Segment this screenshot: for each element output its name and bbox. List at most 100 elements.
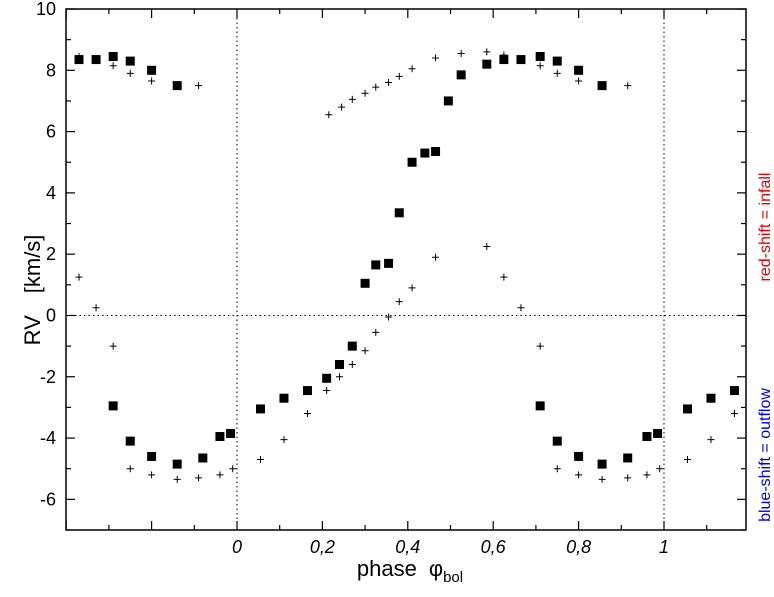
plus-data-point — [730, 410, 738, 418]
plus-data-point — [553, 465, 561, 473]
y-tick-label: 0 — [46, 305, 56, 325]
data-marks — [74, 48, 739, 483]
plus-data-point — [536, 342, 544, 350]
square-data-point — [535, 401, 545, 411]
plus-data-point — [348, 95, 356, 103]
square-data-point — [682, 404, 692, 414]
square-data-point — [371, 260, 381, 270]
plus-data-point — [195, 474, 203, 482]
plus-data-point — [500, 273, 508, 281]
square-data-point — [482, 59, 492, 69]
x-tick-label: 0,8 — [566, 537, 591, 557]
plus-data-point — [385, 79, 393, 87]
plus-data-point — [335, 373, 343, 381]
square-data-point — [552, 56, 562, 66]
plus-data-point — [280, 436, 288, 444]
square-data-point — [535, 52, 545, 62]
square-data-point — [334, 360, 344, 370]
plus-data-point — [361, 347, 369, 355]
plus-data-point — [598, 475, 606, 483]
plus-data-point — [126, 465, 134, 473]
square-data-point — [516, 55, 526, 65]
square-data-point — [125, 56, 135, 66]
plus-data-point — [75, 53, 83, 61]
plus-data-point — [536, 62, 544, 70]
plus-data-point — [75, 273, 83, 281]
x-axis-phi-symbol: φ — [429, 556, 443, 581]
y-tick-label: 10 — [36, 0, 56, 19]
plus-data-point — [575, 77, 583, 85]
y-tick-label: 8 — [46, 60, 56, 80]
plus-data-point — [372, 83, 380, 91]
plus-data-point — [348, 361, 356, 369]
plus-data-point — [683, 456, 691, 464]
plus-data-point — [303, 410, 311, 418]
x-tick-label: 0,6 — [481, 537, 507, 557]
plus-data-point — [256, 456, 264, 464]
y-tick-label: 2 — [46, 244, 56, 264]
plus-data-point — [575, 471, 583, 479]
square-data-point — [125, 436, 135, 446]
y-tick-label: -4 — [40, 428, 56, 448]
axis-ticks — [65, 8, 746, 531]
plot-frame — [65, 8, 747, 531]
x-tick-label: 0 — [232, 537, 242, 557]
square-data-point — [574, 451, 584, 461]
square-data-point — [255, 404, 265, 414]
square-data-point — [443, 96, 453, 106]
plus-data-point — [624, 82, 632, 90]
square-data-point — [729, 386, 739, 396]
square-data-point — [552, 436, 562, 446]
y-axis-title: RV [km/s] — [20, 235, 45, 346]
square-data-point — [172, 81, 182, 91]
x-axis-subscript: bol — [443, 569, 463, 586]
plus-data-point — [173, 475, 181, 483]
y-tick-label: 6 — [46, 122, 56, 142]
plus-data-point — [92, 56, 100, 64]
plus-data-point — [483, 48, 491, 56]
square-data-point — [108, 52, 118, 62]
x-tick-label: 0,4 — [395, 537, 420, 557]
plus-data-point — [395, 72, 403, 80]
square-data-point — [384, 258, 394, 268]
square-data-point — [108, 401, 118, 411]
y-tick-label: -2 — [40, 367, 56, 387]
square-data-point — [653, 428, 663, 438]
plus-data-point — [624, 474, 632, 482]
plus-data-point — [432, 253, 440, 261]
plus-data-point — [92, 304, 100, 312]
y-tick-label: -6 — [40, 489, 56, 509]
tick-labels: 10 8 6 4 2 0 -2 -4 -6 0 0,2 0,4 0,6 0,8 1 — [36, 0, 669, 557]
blue-shift-annotation: blue-shift = outflow — [757, 388, 774, 522]
plus-data-point — [656, 465, 664, 473]
square-data-point — [172, 459, 182, 469]
red-shift-annotation: red-shift = infall — [757, 173, 774, 282]
plus-data-point — [707, 436, 715, 444]
square-data-point — [360, 278, 370, 288]
square-data-point — [597, 459, 607, 469]
plus-data-point — [457, 49, 465, 57]
plus-data-point — [361, 89, 369, 97]
plus-data-point — [395, 298, 403, 306]
plus-data-point — [148, 471, 156, 479]
y-axis-label: RV — [20, 315, 45, 345]
y-tick-label: 4 — [46, 183, 56, 203]
square-data-point — [499, 55, 509, 65]
plus-data-point — [338, 103, 346, 111]
square-data-point — [347, 341, 357, 351]
plus-data-point — [483, 243, 491, 251]
square-data-point — [279, 393, 289, 403]
square-data-point — [407, 157, 417, 167]
square-data-point — [322, 373, 332, 383]
plus-data-point — [109, 62, 117, 70]
square-data-point — [198, 453, 208, 463]
plus-data-point — [216, 471, 224, 479]
square-data-point — [394, 208, 404, 218]
plus-data-point — [229, 465, 237, 473]
plus-data-point — [195, 82, 203, 90]
plus-data-point — [325, 111, 333, 119]
square-data-point — [597, 81, 607, 91]
plus-data-point — [109, 342, 117, 350]
x-tick-label: 1 — [659, 537, 669, 557]
